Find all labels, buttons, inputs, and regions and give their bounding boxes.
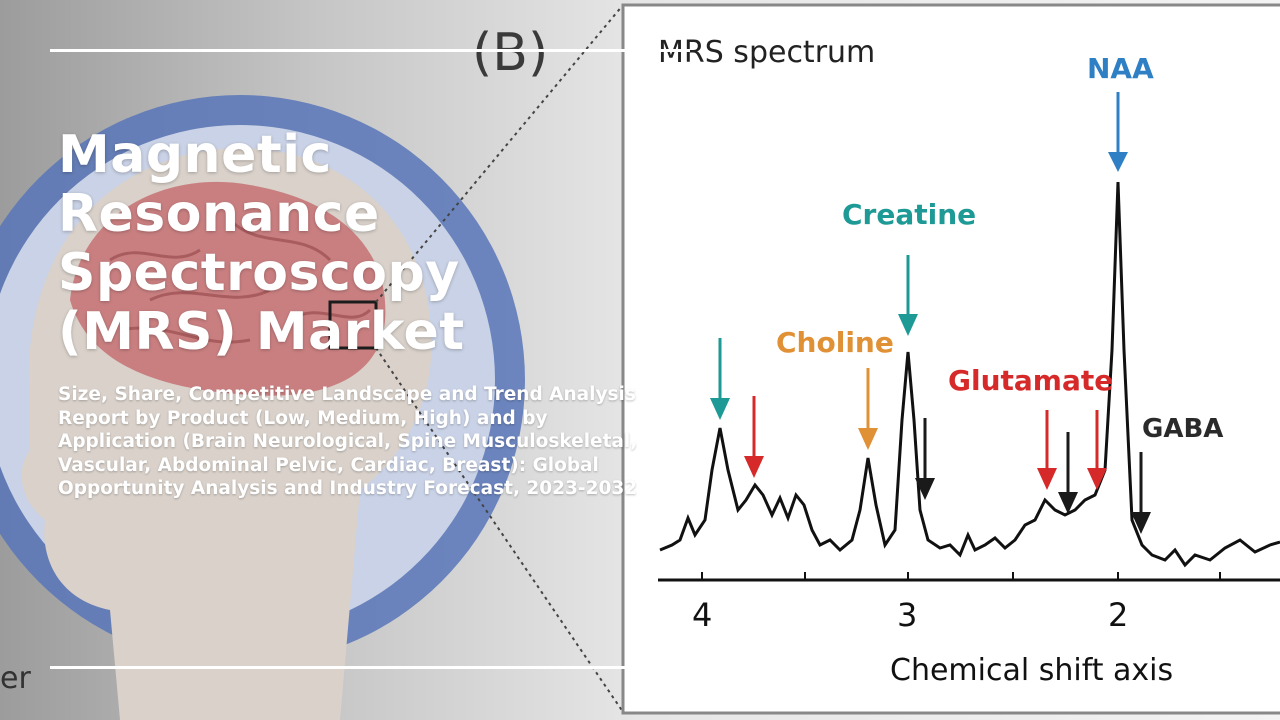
- spectrum-trace: [659, 181, 1280, 568]
- peak-label-gaba: GABA: [1142, 414, 1223, 444]
- bottom-divider: [50, 666, 690, 669]
- x-tick-label: 3: [897, 596, 917, 634]
- peak-label-choline: Choline: [776, 326, 894, 359]
- peak-label-glutamate: Glutamate: [948, 364, 1113, 397]
- x-axis-ticks: [701, 572, 1221, 580]
- report-subtitle: Size, Share, Competitive Landscape and T…: [58, 384, 638, 499]
- spectrum-title: MRS spectrum: [658, 35, 875, 70]
- x-axis-label: Chemical shift axis: [890, 653, 1173, 688]
- x-tick-label: 4: [692, 596, 712, 634]
- corner-text: er: [0, 661, 31, 696]
- mrs-spectrum-panel: MRS spectrum 4 3 2 Chemical shift axis: [621, 3, 1280, 715]
- panel-label: (B): [472, 23, 548, 83]
- top-divider: [50, 49, 690, 52]
- peak-label-creatine: Creatine: [842, 198, 976, 231]
- head-illustration: er: [0, 95, 525, 720]
- page-title: Magnetic Resonance Spectroscopy (MRS) Ma…: [58, 125, 465, 362]
- peak-label-naa: NAA: [1087, 52, 1154, 85]
- x-tick-label: 2: [1108, 596, 1128, 634]
